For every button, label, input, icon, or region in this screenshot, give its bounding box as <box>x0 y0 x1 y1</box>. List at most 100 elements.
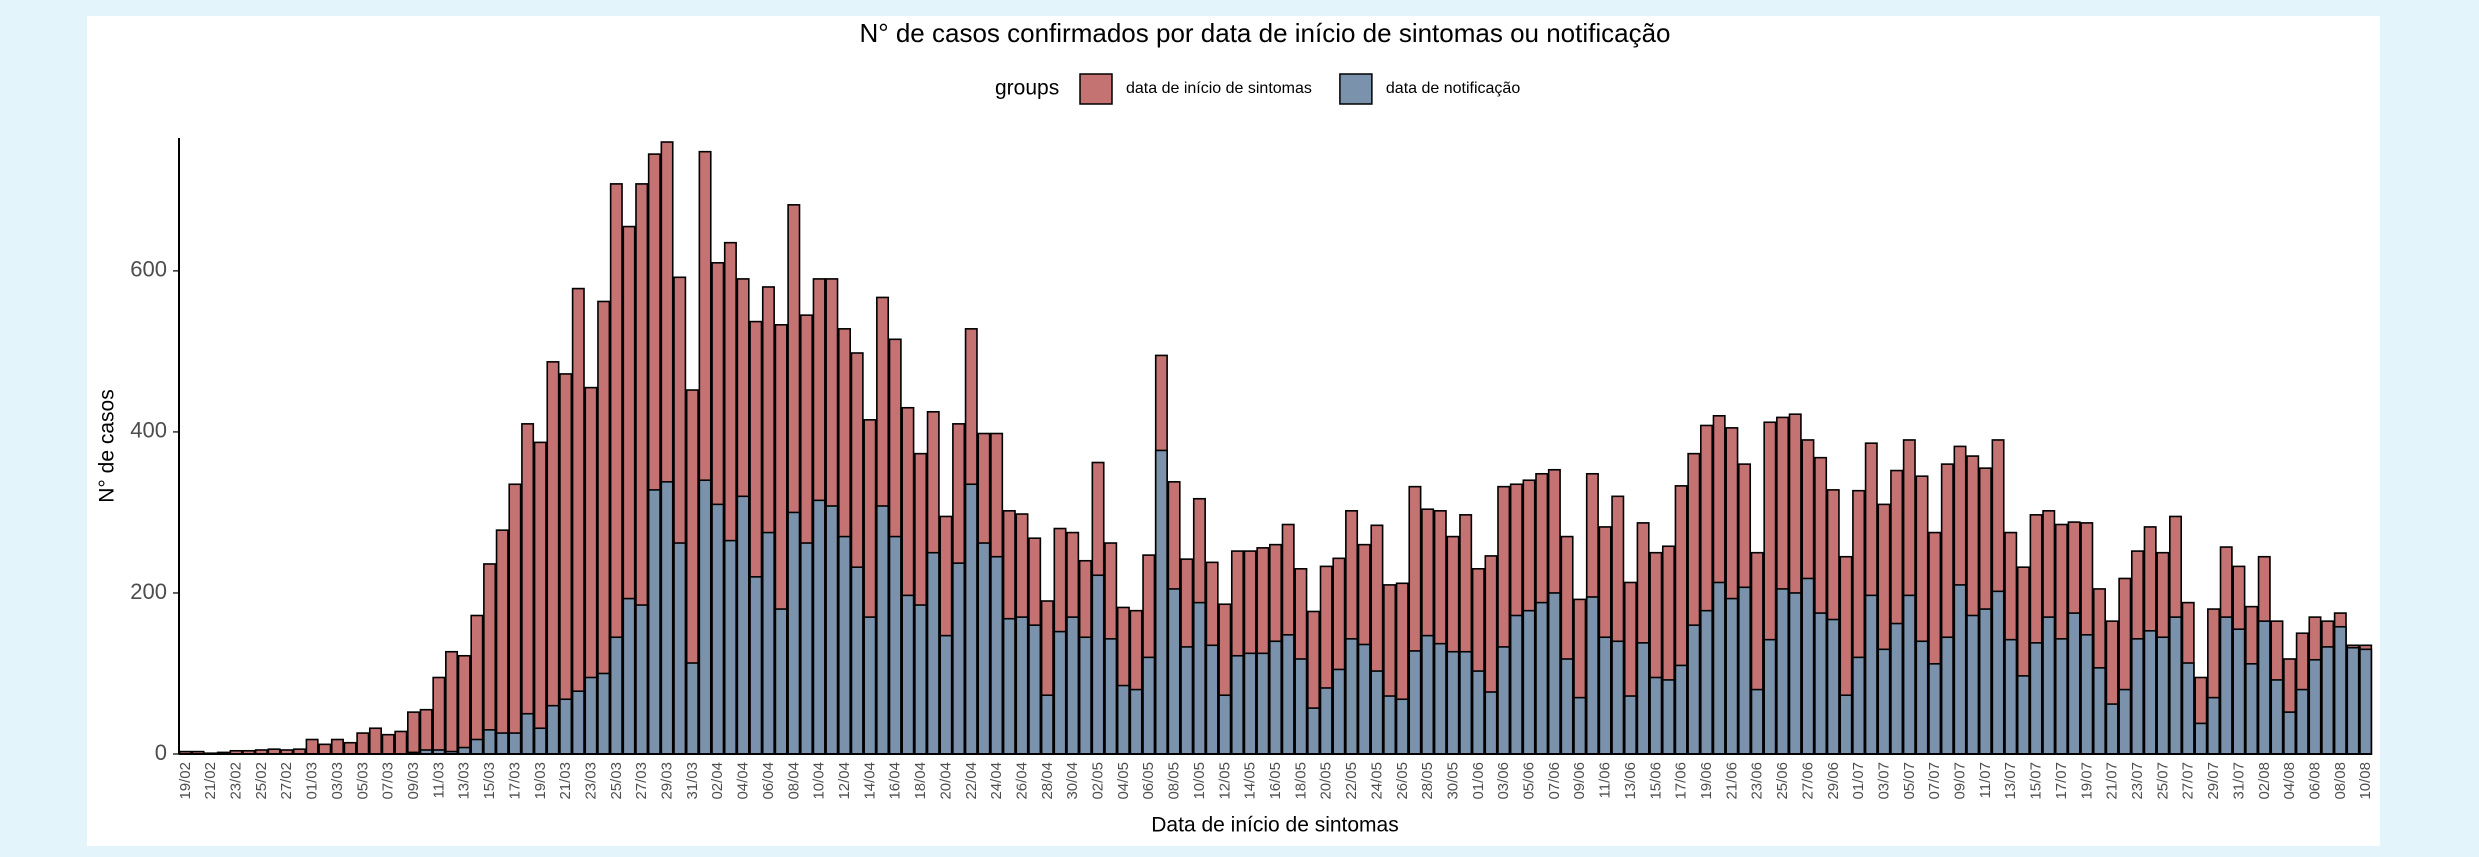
bar <box>1167 588 1181 755</box>
x-tick-label: 09/03 <box>405 762 422 800</box>
bar <box>1623 695 1637 755</box>
bar <box>799 542 813 755</box>
x-tick-label: 14/04 <box>861 762 878 800</box>
x-tick-label: 07/06 <box>1546 762 1563 800</box>
bar <box>432 676 446 755</box>
x-tick-label: 08/05 <box>1166 762 1183 800</box>
x-tick-label: 18/04 <box>912 762 929 800</box>
bar <box>457 654 471 755</box>
x-tick-label: 10/08 <box>2357 762 2374 800</box>
bar <box>1750 688 1764 755</box>
bar <box>1078 636 1092 755</box>
bar <box>1192 601 1206 755</box>
x-tick-label: 16/04 <box>887 762 904 800</box>
bar <box>1002 617 1016 755</box>
bar <box>521 423 535 755</box>
bar <box>1294 658 1308 755</box>
bar <box>901 594 915 755</box>
bar <box>723 539 737 755</box>
bar <box>1738 586 1752 755</box>
bar <box>546 361 560 755</box>
x-tick-label: 26/04 <box>1013 762 1030 800</box>
bar <box>2283 711 2297 755</box>
bar <box>1332 668 1346 755</box>
bar <box>1028 624 1042 755</box>
bar <box>1154 449 1168 755</box>
y-tick-label: 600 <box>130 257 167 282</box>
x-tick-label: 14/05 <box>1242 762 1259 800</box>
x-tick-label: 13/06 <box>1622 762 1639 800</box>
x-tick-label: 24/04 <box>988 762 1005 800</box>
x-tick-label: 18/05 <box>1292 762 1309 800</box>
bar <box>1408 650 1422 755</box>
bar <box>533 727 547 755</box>
bar <box>1890 622 1904 755</box>
x-tick-label: 27/07 <box>2180 762 2197 800</box>
bar <box>2130 638 2144 755</box>
bar <box>1433 642 1447 755</box>
bar <box>1953 584 1967 755</box>
bar <box>2207 696 2221 755</box>
bar <box>2219 616 2233 755</box>
x-tick-label: 05/06 <box>1521 762 1538 800</box>
bar <box>470 738 484 755</box>
bar <box>1839 694 1853 755</box>
bar <box>407 711 421 755</box>
x-axis-label: Data de início de sintomas <box>1151 814 1398 837</box>
bar <box>2156 636 2170 755</box>
bar <box>1509 614 1523 755</box>
bar <box>1281 634 1295 755</box>
x-tick-label: 08/08 <box>2332 762 2349 800</box>
x-tick-label: 17/03 <box>506 762 523 800</box>
bar <box>2270 679 2284 755</box>
bar <box>1560 658 1574 755</box>
x-tick-label: 15/07 <box>2028 762 2045 800</box>
bar <box>343 741 357 755</box>
legend-label: data de notificação <box>1386 80 1520 97</box>
x-tick-label: 02/05 <box>1090 762 1107 800</box>
bar <box>521 712 535 755</box>
x-tick-label: 31/03 <box>684 762 701 800</box>
bar <box>685 662 699 755</box>
bar <box>2029 642 2043 755</box>
x-tick-label: 23/07 <box>2129 762 2146 800</box>
bar <box>2143 629 2157 755</box>
x-tick-label: 21/03 <box>557 762 574 800</box>
bar <box>330 738 344 755</box>
bar <box>394 730 408 755</box>
x-tick-label: 25/06 <box>1774 762 1791 800</box>
bar <box>787 511 801 755</box>
x-tick-label: 27/06 <box>1799 762 1816 800</box>
x-tick-label: 19/02 <box>177 762 194 800</box>
x-tick-label: 25/02 <box>253 762 270 800</box>
x-tick-label: 19/06 <box>1698 762 1715 800</box>
x-tick-label: 09/07 <box>1952 762 1969 800</box>
x-tick-label: 23/03 <box>582 762 599 800</box>
x-tick-label: 23/02 <box>228 762 245 800</box>
x-tick-label: 27/02 <box>278 762 295 800</box>
x-tick-label: 04/08 <box>2281 762 2298 800</box>
bar <box>1395 698 1409 755</box>
bar <box>609 636 623 755</box>
chart-title: N° de casos confirmados por data de iníc… <box>859 18 1670 48</box>
bar <box>876 505 890 755</box>
bar <box>368 727 382 755</box>
bar <box>533 441 547 755</box>
x-tick-label: 30/04 <box>1064 762 1081 800</box>
y-tick-label: 0 <box>155 740 167 765</box>
x-tick-label: 03/07 <box>1875 762 1892 800</box>
x-tick-label: 16/05 <box>1267 762 1284 800</box>
bar <box>381 733 395 755</box>
bar <box>483 729 497 755</box>
x-tick-label: 22/05 <box>1343 762 1360 800</box>
bar <box>1928 663 1942 755</box>
x-tick-label: 13/03 <box>456 762 473 800</box>
bar <box>1649 676 1663 755</box>
x-tick-label: 12/05 <box>1216 762 1233 800</box>
x-tick-label: 21/07 <box>2104 762 2121 800</box>
bar <box>2067 612 2081 755</box>
bar <box>1902 594 1916 755</box>
bar <box>1978 608 1992 755</box>
x-tick-label: 29/03 <box>659 762 676 800</box>
x-tick-label: 19/03 <box>532 762 549 800</box>
